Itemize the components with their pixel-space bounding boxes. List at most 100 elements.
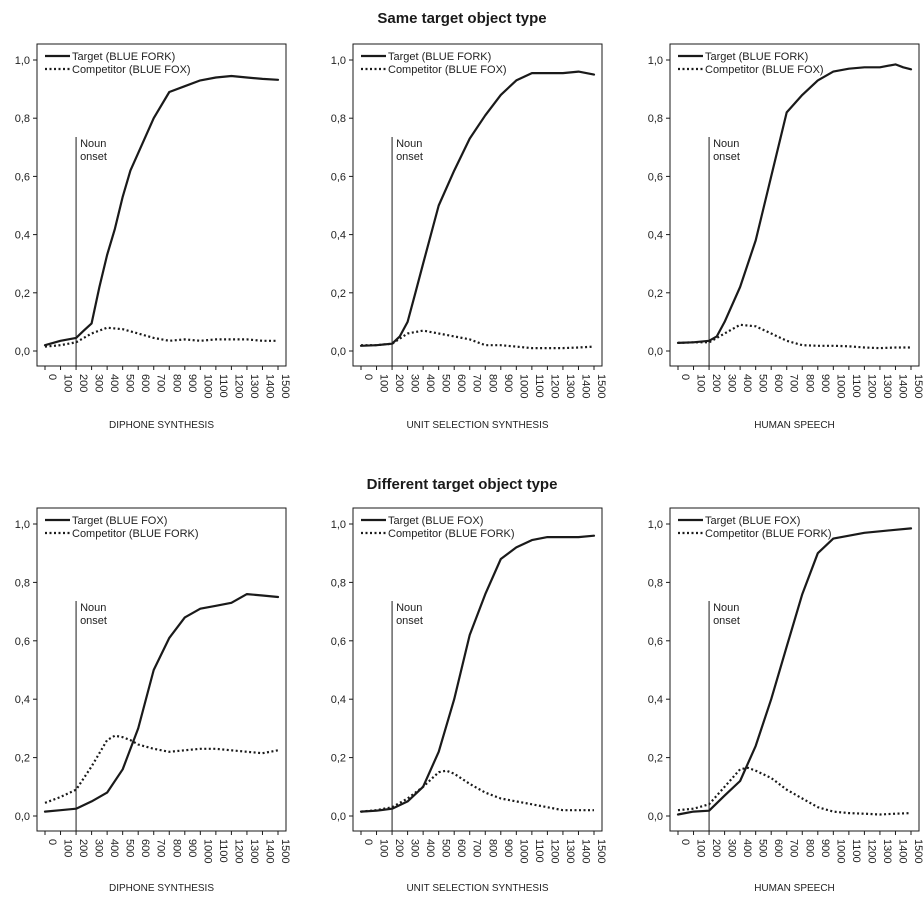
x-tick-label: 500: [124, 374, 136, 392]
x-tick-label: 1300: [248, 839, 260, 863]
x-tick-label: 700: [788, 839, 800, 857]
x-tick-label: 600: [455, 374, 467, 392]
x-tick-label: 600: [772, 374, 784, 392]
legend-label: Competitor (BLUE FORK): [705, 528, 832, 540]
x-tick-label: 1300: [564, 374, 576, 398]
x-axis-label: DIPHONE SYNTHESIS: [109, 420, 214, 431]
y-tick-label: 0,8: [648, 113, 663, 125]
chart-panel-2: 0,0 0,2 0,4 0,6 0,8 1,0 0 100 200 300 400 500 600 700…: [648, 43, 923, 431]
y-tick-label: 0,2: [648, 753, 663, 765]
y-tick-label: 0,8: [15, 577, 30, 589]
series-line-0: [359, 70, 596, 347]
y-tick-label: 0,0: [15, 811, 30, 823]
x-tick-label: 200: [710, 839, 722, 857]
legend-label: Target (BLUE FORK): [705, 51, 808, 63]
y-tick-label: 1,0: [331, 55, 346, 67]
x-tick-label: 300: [93, 374, 105, 392]
y-tick-label: 0,8: [331, 577, 346, 589]
x-tick-label: 0: [46, 839, 58, 845]
y-tick-label: 0,2: [331, 288, 346, 300]
y-tick-label: 0,6: [331, 171, 346, 183]
x-tick-label: 500: [124, 839, 136, 857]
plot-frame: [36, 43, 287, 367]
x-axis-label: HUMAN SPEECH: [754, 883, 835, 894]
x-tick-label: 600: [139, 374, 151, 392]
section-title-different: Different target object type: [367, 476, 558, 493]
x-tick-label: 1000: [517, 839, 529, 863]
x-tick-label: 400: [424, 374, 436, 392]
x-tick-label: 100: [62, 374, 74, 392]
y-tick-label: 1,0: [15, 519, 30, 531]
chart-panel-0: 0,0 0,2 0,4 0,6 0,8 1,0 0 100 200 300 400 500 600 700…: [15, 43, 291, 431]
x-tick-label: 500: [440, 839, 452, 857]
x-tick-label: 200: [710, 374, 722, 392]
x-tick-label: 600: [455, 839, 467, 857]
y-tick-label: 0,0: [15, 346, 30, 358]
x-tick-label: 1200: [865, 839, 877, 863]
x-tick-label: 1200: [232, 374, 244, 398]
y-tick-label: 0,8: [648, 577, 663, 589]
noun-onset-label: Noun: [396, 602, 422, 614]
x-tick-label: 1000: [201, 839, 213, 863]
noun-onset-label: Noun: [80, 138, 106, 150]
x-tick-label: 1000: [201, 374, 213, 398]
x-tick-label: 400: [741, 839, 753, 857]
y-tick-label: 0,0: [648, 346, 663, 358]
x-tick-label: 1500: [912, 374, 923, 398]
series-line-1: [44, 326, 278, 348]
x-tick-label: 800: [170, 374, 182, 392]
x-tick-label: 300: [93, 839, 105, 857]
x-axis-label: UNIT SELECTION SYNTHESIS: [406, 420, 548, 431]
x-tick-label: 300: [409, 374, 421, 392]
x-axis-label: DIPHONE SYNTHESIS: [109, 883, 214, 894]
x-tick-label: 700: [155, 374, 167, 392]
x-tick-label: 1100: [217, 839, 229, 863]
x-tick-label: 1100: [850, 374, 862, 398]
x-tick-label: 1000: [517, 374, 529, 398]
legend-label: Target (BLUE FOX): [388, 515, 483, 527]
x-tick-label: 1000: [834, 839, 846, 863]
noun-onset-label: Noun: [713, 138, 739, 150]
noun-onset-label: onset: [80, 151, 107, 163]
series-line-0: [359, 534, 596, 813]
y-tick-label: 0,4: [331, 694, 346, 706]
x-tick-label: 1300: [564, 839, 576, 863]
noun-onset-label: onset: [396, 151, 423, 163]
x-tick-label: 600: [139, 839, 151, 857]
x-tick-label: 1300: [881, 374, 893, 398]
plot-frame: [352, 507, 603, 832]
x-tick-label: 300: [726, 839, 738, 857]
y-tick-label: 0,4: [15, 694, 30, 706]
x-tick-label: 700: [788, 374, 800, 392]
y-tick-label: 0,2: [648, 288, 663, 300]
y-tick-label: 1,0: [331, 519, 346, 531]
y-tick-label: 0,2: [15, 288, 30, 300]
series-line-1: [360, 769, 594, 813]
legend-label: Target (BLUE FORK): [388, 51, 491, 63]
x-tick-label: 0: [362, 374, 374, 380]
noun-onset-label: onset: [80, 615, 107, 627]
x-tick-label: 100: [695, 374, 707, 392]
x-tick-label: 500: [757, 374, 769, 392]
noun-onset-label: onset: [713, 615, 740, 627]
y-tick-label: 0,6: [648, 636, 663, 648]
noun-onset-label: onset: [713, 151, 740, 163]
y-tick-label: 1,0: [15, 55, 30, 67]
plot-frame: [669, 43, 920, 367]
x-tick-label: 1200: [865, 374, 877, 398]
x-tick-label: 1300: [881, 839, 893, 863]
noun-onset-label: onset: [396, 615, 423, 627]
legend-label: Competitor (BLUE FOX): [705, 64, 824, 76]
x-tick-label: 900: [819, 839, 831, 857]
legend-label: Competitor (BLUE FOX): [72, 64, 191, 76]
y-tick-label: 0,4: [15, 230, 30, 242]
x-tick-label: 1400: [263, 374, 275, 398]
chart-panel-3: 0,0 0,2 0,4 0,6 0,8 1,0 0 100 200 300 400 500 600 700…: [15, 507, 291, 894]
x-tick-label: 700: [155, 839, 167, 857]
y-tick-label: 0,4: [648, 230, 663, 242]
x-tick-label: 1100: [850, 839, 862, 863]
legend-label: Competitor (BLUE FORK): [388, 528, 515, 540]
x-tick-label: 500: [440, 374, 452, 392]
x-tick-label: 800: [170, 839, 182, 857]
x-tick-label: 1300: [248, 374, 260, 398]
